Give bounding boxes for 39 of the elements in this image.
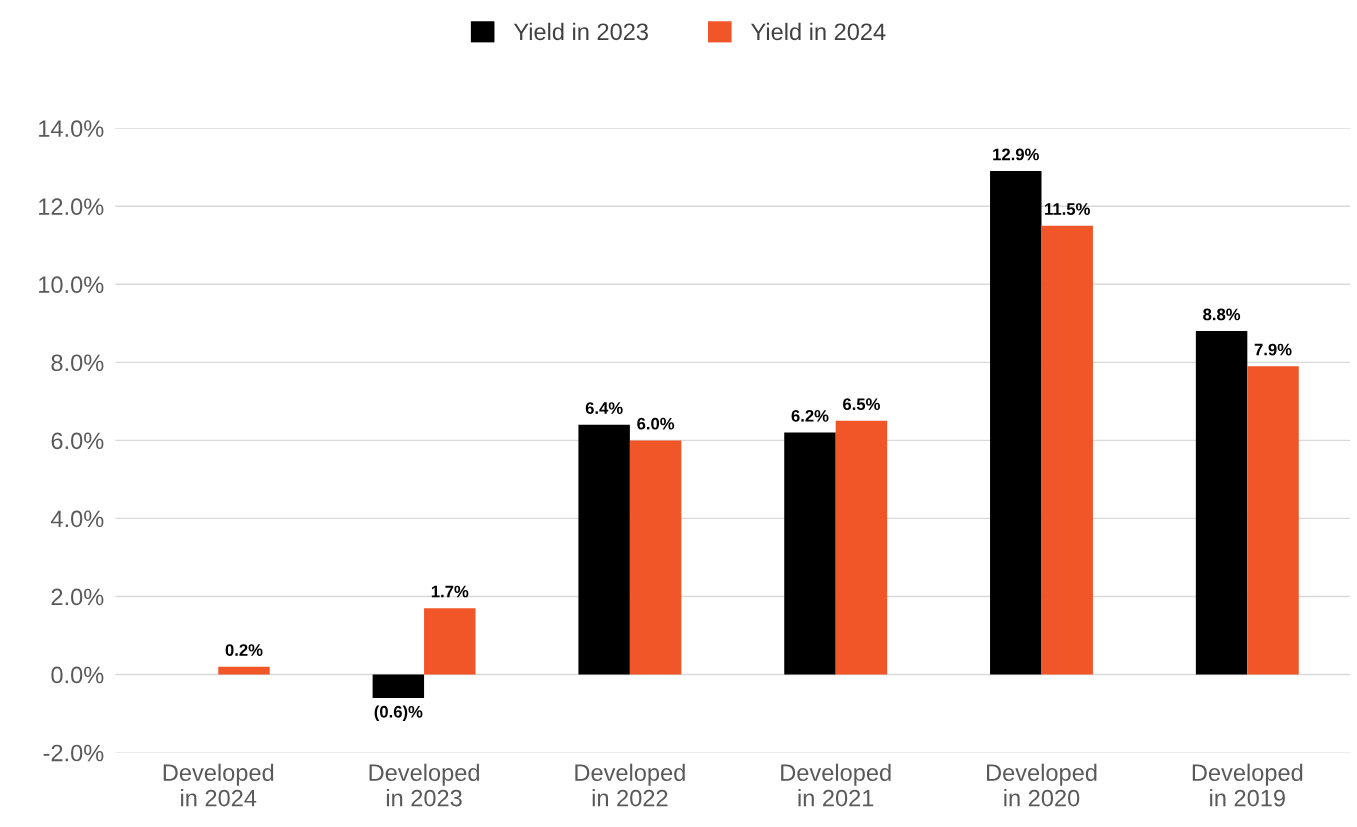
data-label: 12.9% bbox=[993, 148, 1039, 161]
bar bbox=[835, 420, 888, 675]
data-label: 6.2% bbox=[791, 409, 829, 422]
data-label: 7.9% bbox=[1254, 343, 1292, 356]
x-tick-label: Developed in 2021 bbox=[781, 763, 891, 807]
data-label: 11.5% bbox=[1045, 203, 1090, 215]
bar bbox=[424, 608, 476, 675]
bar bbox=[218, 666, 270, 675]
bar bbox=[990, 171, 1042, 675]
legend-label: Yield in 2023 bbox=[513, 22, 648, 41]
y-tick-label: 8.0% bbox=[51, 354, 104, 372]
data-label: 8.8% bbox=[1203, 308, 1241, 321]
bar bbox=[1041, 225, 1093, 675]
bar bbox=[629, 440, 682, 675]
y-tick-label: 4.0% bbox=[50, 510, 104, 528]
bar bbox=[1247, 366, 1299, 675]
x-tick-label: Developed in 2020 bbox=[986, 763, 1097, 807]
y-tick-label: 10.0% bbox=[39, 276, 104, 294]
data-label: 6.4% bbox=[585, 402, 623, 414]
y-tick-label: 0.0% bbox=[51, 666, 104, 684]
legend-label: Yield in 2024 bbox=[751, 22, 886, 41]
data-label: 6.5% bbox=[843, 398, 880, 411]
bar bbox=[784, 432, 836, 675]
x-tick-label: Developed in 2019 bbox=[1192, 763, 1303, 807]
y-tick-label: 12.0% bbox=[39, 198, 104, 216]
data-label: 1.7% bbox=[431, 585, 469, 598]
y-tick-label: -2.0% bbox=[43, 744, 104, 762]
x-tick-label: Developed in 2023 bbox=[369, 763, 479, 807]
x-tick-label: Developed in 2024 bbox=[163, 763, 274, 807]
y-tick-label: 14.0% bbox=[39, 120, 104, 137]
bar bbox=[578, 424, 630, 675]
bar bbox=[372, 674, 425, 698]
y-tick-label: 6.0% bbox=[51, 432, 104, 450]
data-label: 6.0% bbox=[637, 417, 675, 430]
y-tick-label: 2.0% bbox=[51, 588, 104, 606]
bar bbox=[1195, 331, 1248, 675]
data-label: (0.6)% bbox=[374, 705, 423, 721]
data-label: 0.2% bbox=[225, 644, 263, 656]
x-tick-label: Developed in 2022 bbox=[575, 763, 685, 807]
